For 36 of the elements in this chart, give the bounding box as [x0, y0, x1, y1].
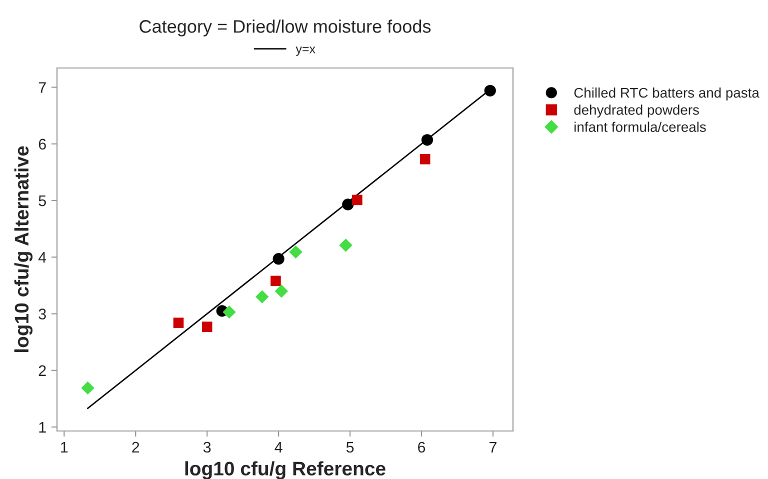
- legend-label: dehydrated powders: [574, 104, 699, 118]
- point: [339, 238, 352, 252]
- y-tick-label: 7: [38, 82, 46, 93]
- x-tick-label: 5: [346, 442, 354, 453]
- x-tick-label: 3: [203, 442, 211, 453]
- legend-label: y=x: [296, 46, 316, 56]
- y-axis-title: log10 cfu/g Alternative: [14, 146, 33, 352]
- point: [256, 290, 269, 304]
- x-tick-label: 1: [61, 442, 68, 452]
- y-tick-label: 5: [38, 196, 46, 206]
- y-tick-label: 6: [38, 138, 46, 150]
- point: [420, 154, 430, 164]
- point: [173, 318, 184, 328]
- point: [352, 194, 362, 206]
- y-tick-label: 4: [38, 252, 46, 263]
- point: [272, 253, 284, 265]
- y-tick-label: 2: [38, 365, 46, 376]
- x-tick-label: 2: [132, 442, 140, 452]
- legend-label: Chilled RTC batters and pasta: [574, 88, 760, 100]
- point: [484, 84, 496, 96]
- point: [202, 322, 212, 332]
- point: [81, 381, 94, 395]
- x-tick-label: 6: [418, 442, 426, 453]
- legend-label: infant formula/cereals: [574, 122, 706, 132]
- x-tick-label: 4: [274, 442, 282, 452]
- x-tick-label: 7: [490, 442, 496, 452]
- x-axis-title: log10 cfu/g Reference: [185, 461, 386, 479]
- y-tick-label: 3: [38, 308, 46, 320]
- point: [342, 198, 354, 210]
- point: [289, 245, 302, 259]
- point: [270, 276, 281, 286]
- chart-title: Category = Dried/low moisture foods: [140, 20, 431, 36]
- y-tick-label: 1: [39, 422, 46, 433]
- point: [421, 134, 434, 146]
- point: [274, 284, 288, 298]
- point: [222, 305, 236, 319]
